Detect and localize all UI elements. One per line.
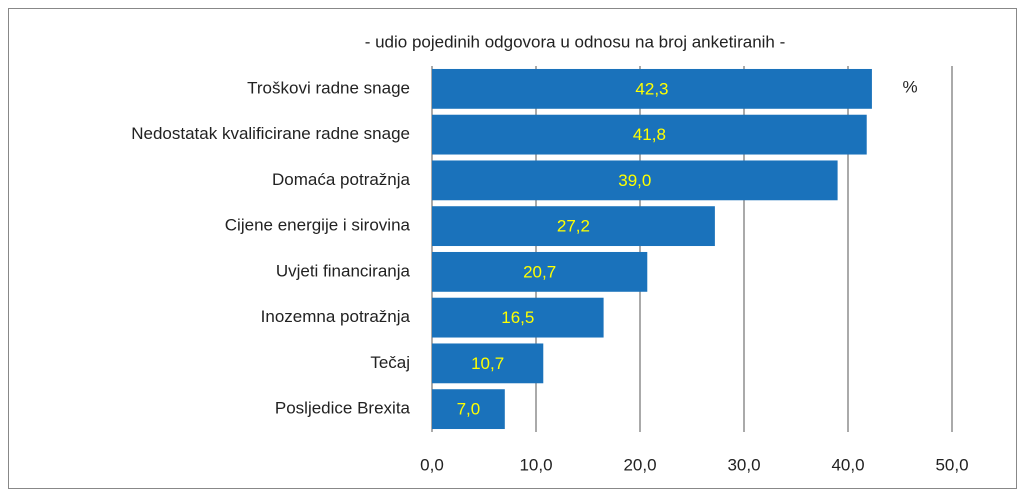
x-tick-label: 40,0	[831, 455, 864, 474]
x-tick-label: 50,0	[935, 455, 968, 474]
y-tick-label: Posljedice Brexita	[275, 399, 411, 418]
bar	[432, 389, 505, 430]
bar	[432, 160, 838, 201]
value-label: 10,7	[471, 354, 504, 373]
y-tick-label: Inozemna potražnja	[261, 307, 411, 326]
y-tick-label: Nedostatak kvalificirane radne snage	[131, 124, 410, 143]
x-tick-label: 30,0	[727, 455, 760, 474]
y-tick-label: Troškovi radne snage	[247, 78, 410, 97]
unit-label: %	[902, 77, 917, 96]
value-label: 7,0	[457, 400, 481, 419]
frame	[8, 8, 1017, 489]
x-tick-label: 10,0	[519, 455, 552, 474]
x-tick-label: 0,0	[420, 455, 444, 474]
y-tick-label: Domaća potražnja	[272, 170, 411, 189]
y-tick-label: Tečaj	[370, 353, 410, 372]
bar	[432, 343, 544, 384]
value-label: 27,2	[557, 217, 590, 236]
value-label: 20,7	[523, 262, 556, 281]
bar	[432, 251, 648, 292]
bar	[432, 114, 867, 155]
bar	[432, 206, 715, 247]
bar	[432, 297, 604, 338]
value-label: 39,0	[618, 171, 651, 190]
chart-title: - udio pojedinih odgovora u odnosu na br…	[365, 32, 786, 51]
value-label: 41,8	[633, 125, 666, 144]
bar	[432, 68, 872, 109]
value-label: 42,3	[635, 79, 668, 98]
y-tick-label: Uvjeti financiranja	[276, 261, 411, 280]
y-tick-label: Cijene energije i sirovina	[225, 216, 411, 235]
x-tick-label: 20,0	[623, 455, 656, 474]
value-label: 16,5	[501, 308, 534, 327]
